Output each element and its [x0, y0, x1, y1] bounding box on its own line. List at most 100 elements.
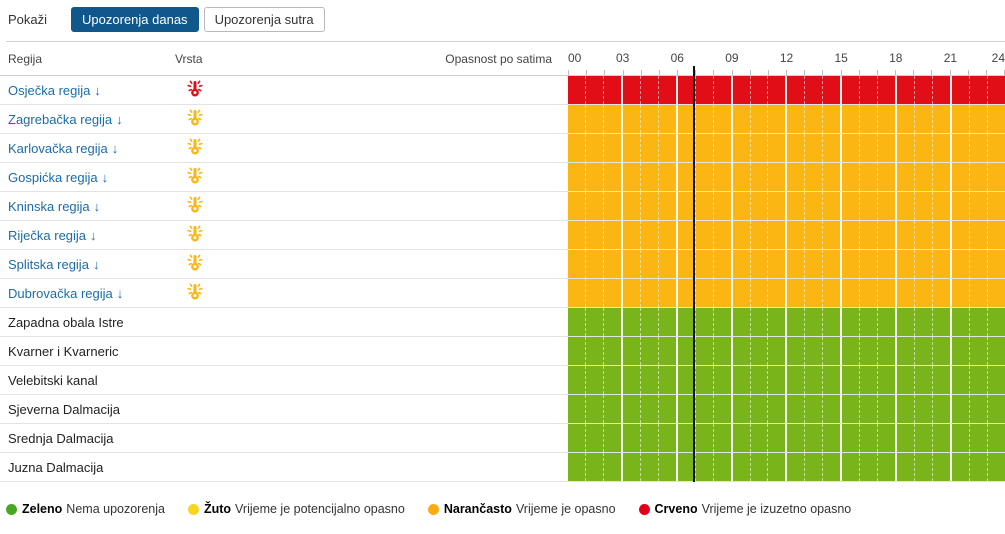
hour-cell	[641, 192, 659, 220]
hour-cell	[768, 163, 788, 191]
hour-cell	[659, 76, 678, 104]
hour-cell	[641, 337, 659, 365]
hour-cell	[878, 308, 898, 336]
region-cell: Velebitski kanal	[0, 366, 175, 394]
hour-tick	[878, 70, 897, 75]
hour-cell	[878, 163, 898, 191]
hour-cell	[733, 366, 751, 394]
legend-item: Zeleno Nema upozorenja	[6, 502, 165, 516]
hour-cell	[733, 250, 751, 278]
hour-cell	[933, 366, 953, 394]
tab-upozorenja-sutra[interactable]: Upozorenja sutra	[203, 6, 325, 32]
table-row: Zagrebačka regija ↓	[0, 105, 1005, 134]
hour-cell	[787, 76, 806, 104]
hour-cell	[733, 453, 751, 481]
region-link[interactable]: Zagrebačka regija ↓	[8, 111, 123, 127]
hour-cell	[897, 424, 916, 452]
hour-cell	[586, 308, 604, 336]
hour-cell	[842, 192, 861, 220]
warning-type-cell	[175, 308, 568, 336]
hour-cell	[933, 221, 953, 249]
hour-cell	[897, 337, 916, 365]
hour-cell	[823, 337, 843, 365]
region-link[interactable]: Gospićka regija ↓	[8, 169, 109, 185]
hour-label: 00	[568, 51, 582, 65]
tab-upozorenja-danas[interactable]: Upozorenja danas	[71, 6, 199, 32]
collapse-arrow-icon: ↓	[111, 140, 119, 156]
hour-cell	[733, 163, 751, 191]
warning-type-cell	[175, 134, 568, 162]
hour-cell	[878, 76, 898, 104]
hour-cell	[823, 366, 843, 394]
hour-cell	[915, 308, 934, 336]
region-cell: Juzna Dalmacija	[0, 453, 175, 481]
region-link[interactable]: Splitska regija ↓	[8, 256, 100, 272]
legend-item: Narančasto Vrijeme je opasno	[427, 502, 616, 516]
hour-cell	[988, 192, 1005, 220]
hour-cell	[842, 395, 861, 423]
hour-cell	[878, 250, 898, 278]
hour-cell	[568, 221, 586, 249]
hour-cell	[952, 250, 970, 278]
region-link[interactable]: Dubrovačka regija ↓	[8, 285, 124, 301]
hour-cell	[604, 337, 623, 365]
hazard-bar	[568, 395, 1005, 423]
hour-cell	[970, 221, 988, 249]
hour-cell	[659, 366, 678, 394]
hour-cell	[768, 221, 788, 249]
hour-cell	[751, 134, 769, 162]
hour-cell	[878, 134, 898, 162]
hour-cell	[696, 105, 714, 133]
hour-cell	[751, 221, 769, 249]
hour-cell	[970, 105, 988, 133]
hour-cell	[696, 76, 714, 104]
hour-cell	[878, 366, 898, 394]
hour-cell	[586, 221, 604, 249]
hour-cell	[696, 221, 714, 249]
hour-cell	[860, 395, 879, 423]
hour-cell	[714, 308, 733, 336]
hour-cell	[641, 221, 659, 249]
column-header-region: Regija	[8, 52, 43, 66]
hour-label: 09	[725, 51, 739, 65]
hour-cell	[623, 308, 641, 336]
hour-cell	[897, 453, 916, 481]
hour-cell	[970, 134, 988, 162]
hour-tick	[642, 70, 660, 75]
region-cell: Osječka regija ↓	[0, 76, 175, 104]
hour-cell	[696, 366, 714, 394]
region-link[interactable]: Osječka regija ↓	[8, 82, 101, 98]
region-link[interactable]: Riječka regija ↓	[8, 227, 97, 243]
hour-ticks	[568, 70, 1005, 75]
legend-label: Žuto	[203, 502, 232, 516]
hour-cell	[823, 279, 843, 307]
region-link[interactable]: Karlovačka regija ↓	[8, 140, 119, 156]
hour-cell	[733, 337, 751, 365]
region-link[interactable]: Kninska regija ↓	[8, 198, 101, 214]
hour-cell	[604, 279, 623, 307]
hour-cell	[915, 163, 934, 191]
hour-cell	[568, 105, 586, 133]
hour-cell	[897, 308, 916, 336]
hour-cell	[568, 424, 586, 452]
region-cell: Zagrebačka regija ↓	[0, 105, 175, 133]
heat-warning-icon	[185, 165, 205, 189]
table-row: Srednja Dalmacija	[0, 424, 1005, 453]
hour-cell	[988, 366, 1005, 394]
hour-cell	[933, 105, 953, 133]
hour-cell	[623, 105, 641, 133]
hour-cell	[787, 134, 806, 162]
hour-cell	[586, 192, 604, 220]
legend-dot	[6, 503, 17, 515]
hour-cell	[915, 105, 934, 133]
hour-cell	[678, 105, 696, 133]
hour-cell	[952, 105, 970, 133]
toolbar: Pokaži Upozorenja danas Upozorenja sutra	[0, 0, 1005, 32]
hour-label: 18	[889, 51, 903, 65]
hour-tick	[660, 70, 679, 75]
hour-cell	[897, 192, 916, 220]
hour-cell	[768, 134, 788, 162]
hour-cell	[952, 279, 970, 307]
hour-cell	[714, 279, 733, 307]
hour-cell	[915, 453, 934, 481]
